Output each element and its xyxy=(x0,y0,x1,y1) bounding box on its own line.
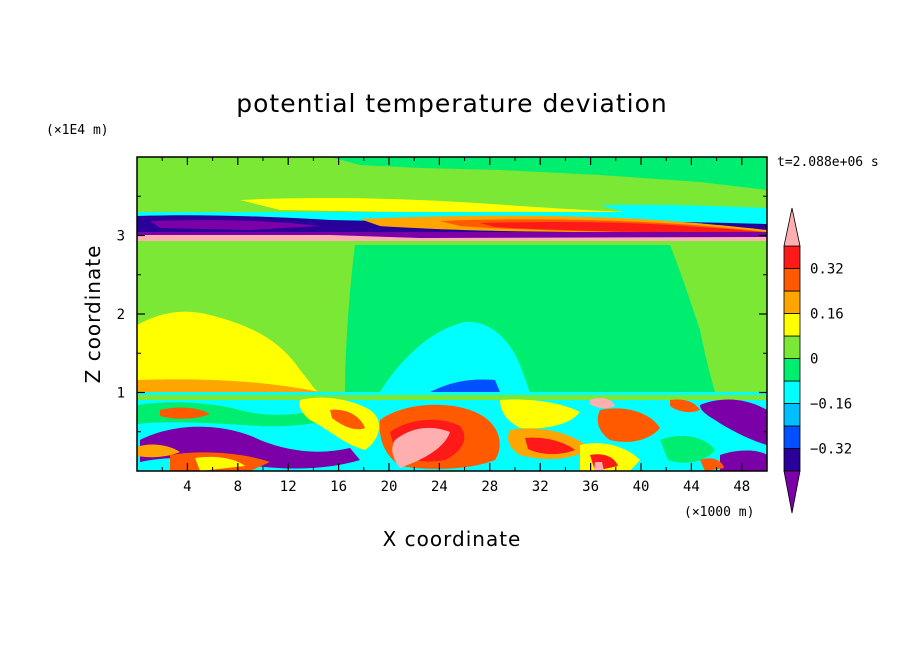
colorbar-label: 0 xyxy=(810,352,818,368)
x-tick-label: 20 xyxy=(381,479,398,495)
time-label: t=2.088e+06 s xyxy=(777,155,879,170)
chart-title: potential temperature deviation xyxy=(236,89,667,118)
colorbar-bin xyxy=(783,448,801,472)
x-axis-label: X coordinate xyxy=(383,527,522,551)
colorbar-label: −0.32 xyxy=(810,442,852,458)
colorbar-bin xyxy=(783,425,801,449)
contour-field xyxy=(137,157,767,471)
x-tick-label: 28 xyxy=(481,479,498,495)
colorbar-bin xyxy=(783,380,801,404)
colorbar-bin xyxy=(783,335,801,359)
colorbar-label: −0.16 xyxy=(810,397,852,413)
colorbar-label: 0.32 xyxy=(810,262,844,278)
colorbar-label: 0.16 xyxy=(810,307,844,323)
x-tick-label: 32 xyxy=(532,479,549,495)
colorbar-bin xyxy=(783,358,801,382)
colorbar-extend-min xyxy=(783,470,801,514)
colorbar-bin xyxy=(783,245,801,269)
colorbar-bin xyxy=(783,268,801,292)
y-axis-label: Z coordinate xyxy=(81,245,105,384)
colorbar-bin xyxy=(783,403,801,427)
x-tick-label: 36 xyxy=(582,479,599,495)
x-tick-label: 44 xyxy=(683,479,700,495)
x-tick-label: 48 xyxy=(733,479,750,495)
x-tick-label: 12 xyxy=(280,479,297,495)
colorbar-bin xyxy=(783,290,801,314)
x-tick-label: 8 xyxy=(234,479,242,495)
y-tick-label: 2 xyxy=(117,307,125,323)
x-axis-ticks: 4 8 12 16 20 24 28 32 36 40 44 48 xyxy=(161,157,750,495)
x-tick-label: 4 xyxy=(183,479,191,495)
y-tick-label: 3 xyxy=(117,229,125,245)
y-axis-ticks: 1 2 3 xyxy=(117,195,767,433)
x-tick-label: 24 xyxy=(431,479,448,495)
x-scale-label: (×1000 m) xyxy=(684,505,754,520)
colorbar-bin xyxy=(783,313,801,337)
y-scale-label: (×1E4 m) xyxy=(46,123,109,138)
x-tick-label: 16 xyxy=(330,479,347,495)
x-tick-label: 40 xyxy=(633,479,650,495)
colorbar-extend-max xyxy=(783,207,801,247)
colorbar: 0.32 0.16 0 −0.16 −0.32 xyxy=(783,207,852,514)
y-tick-label: 1 xyxy=(117,386,125,402)
